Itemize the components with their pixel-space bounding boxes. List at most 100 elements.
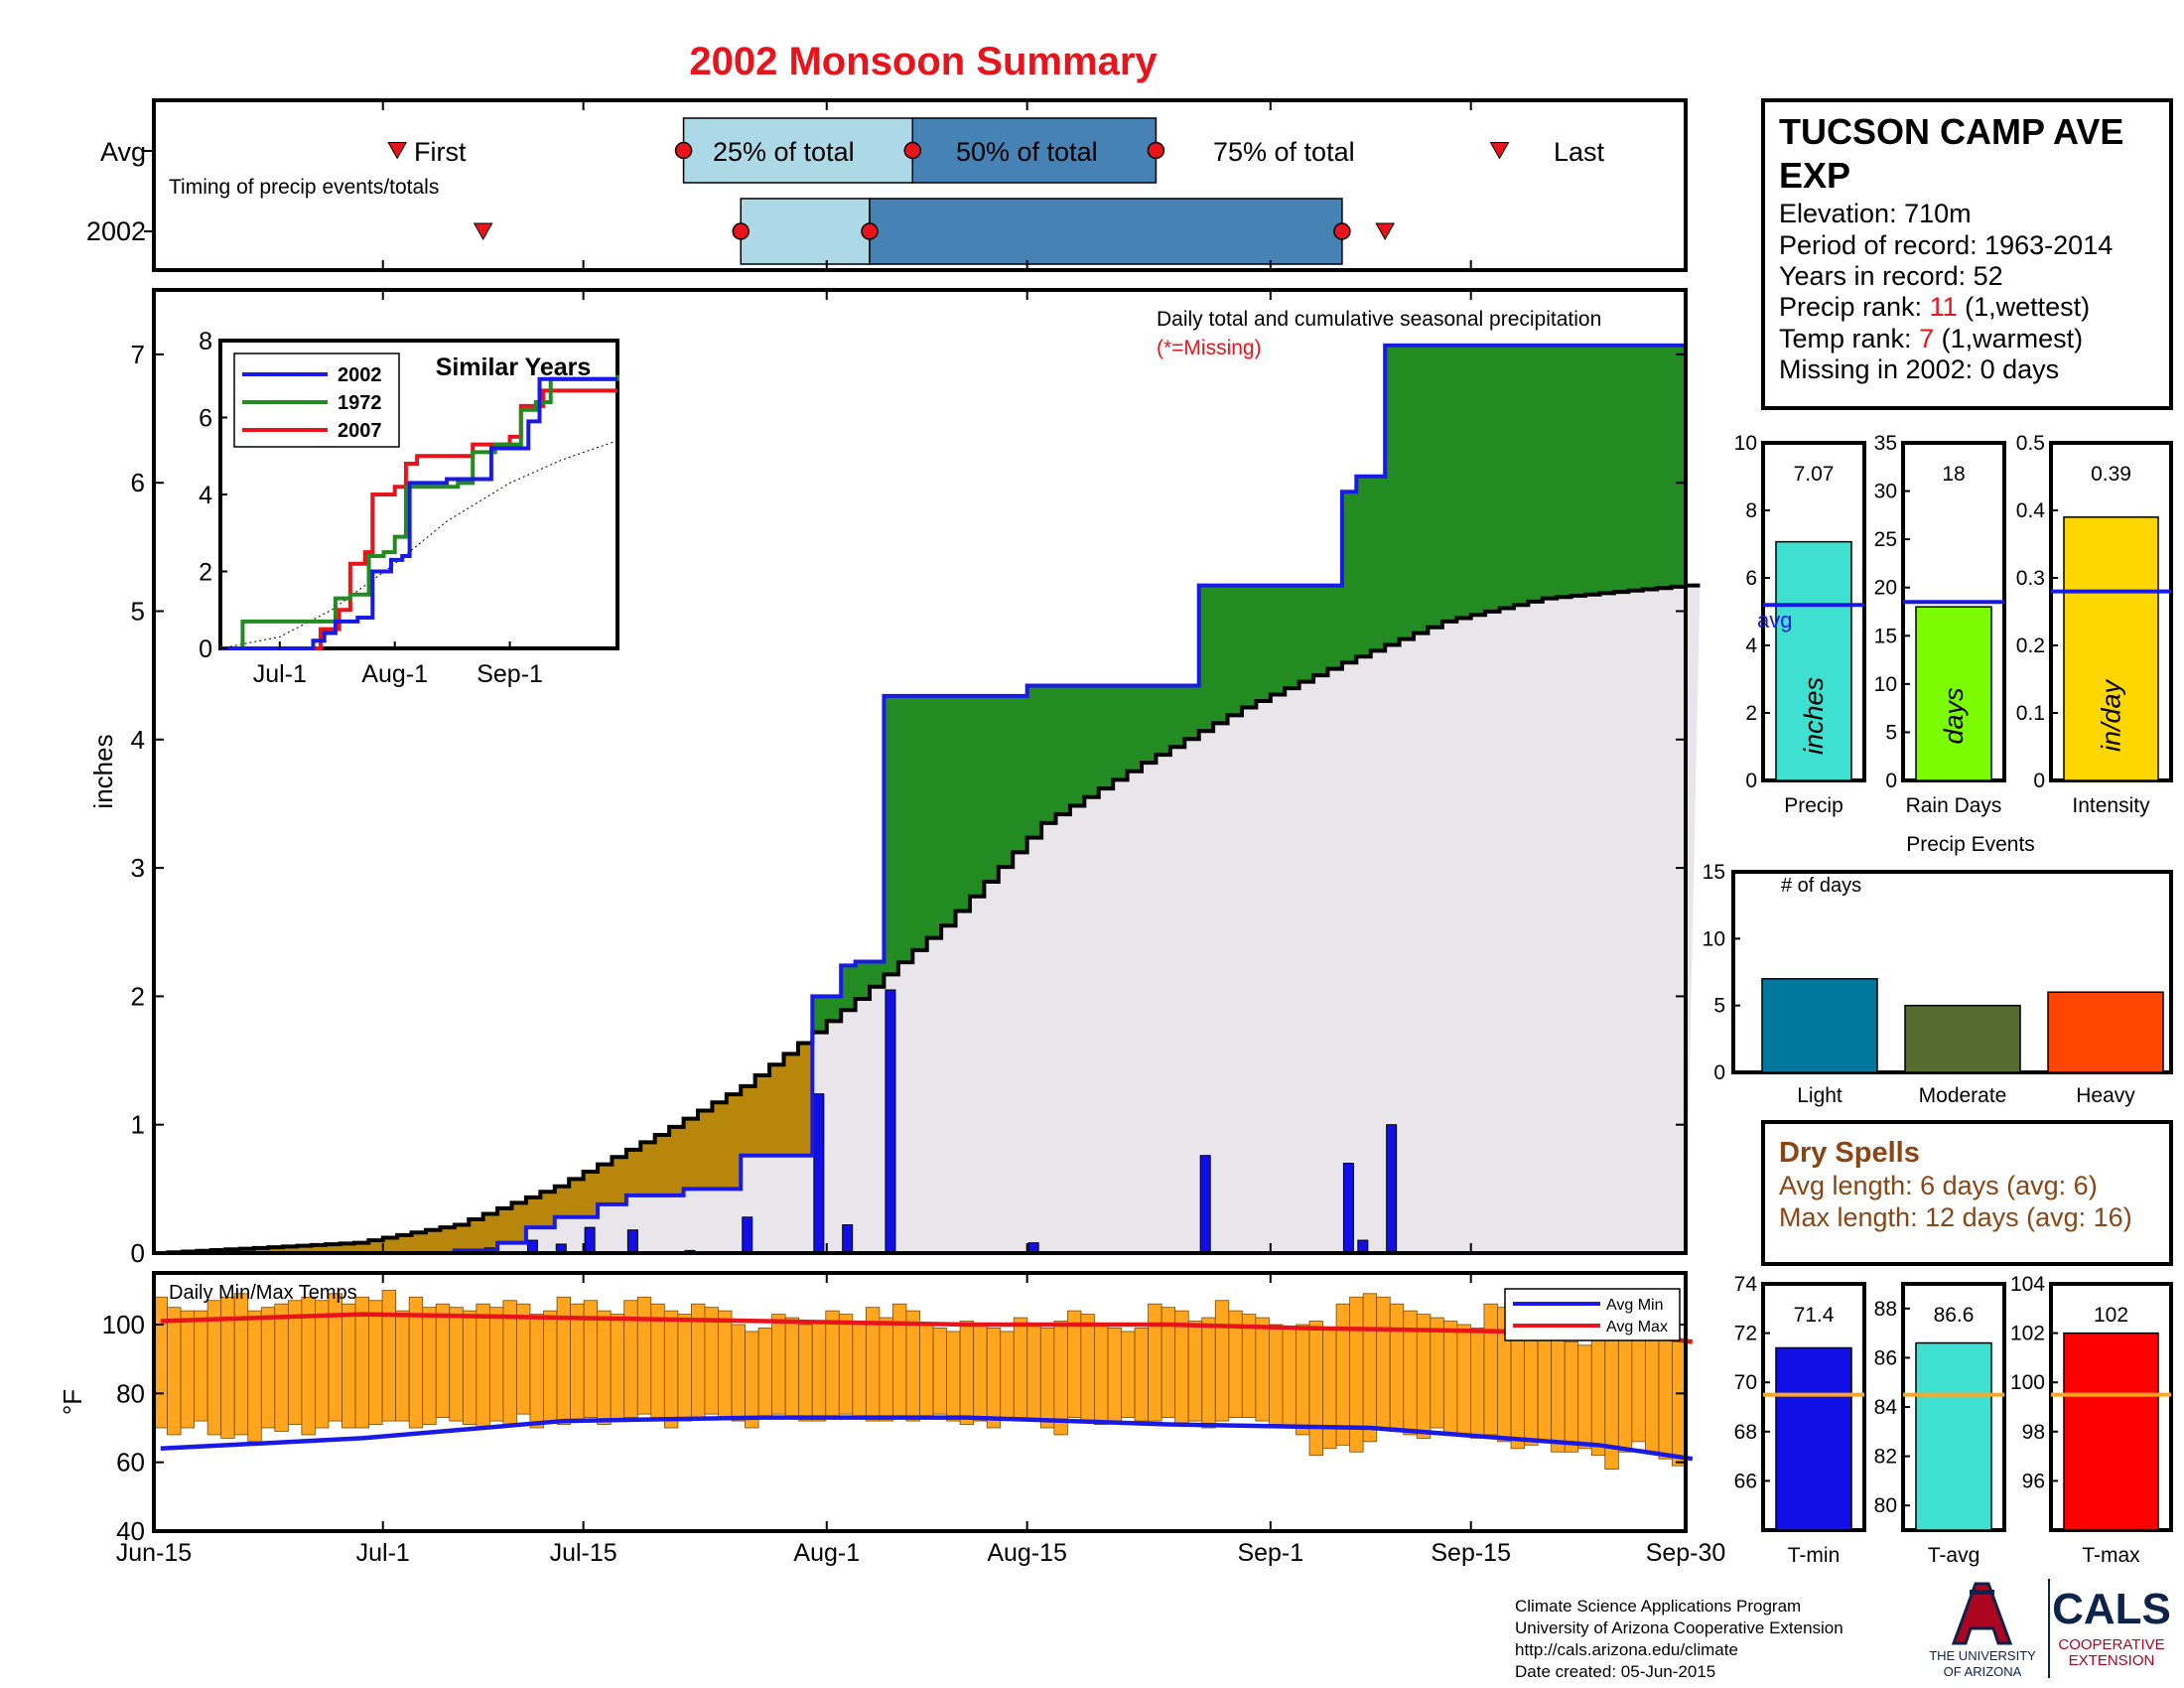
precip-events-chart: Precip Events # of days Light Moderate Hea… (1703, 833, 2173, 1107)
university-of-arizona-logo: THE UNIVERSITY OF ARIZONA (1929, 1582, 2036, 1679)
above-average-fill (1385, 345, 1401, 645)
below-average-fill (625, 1149, 641, 1196)
precip-bar-chart-tick-label: 10 (1734, 432, 1757, 455)
tavg-bar-chart: 80 82 84 86 88 86.6 T-avg (1874, 1282, 2006, 1567)
similar-years-inset: 0 2 4 6 8 Jul-1 Aug-1 Sep-1 Similar Years 2002… (199, 328, 619, 688)
daily-temp-range-bar (1376, 1296, 1391, 1429)
daily-temp-range-bar (1617, 1331, 1633, 1453)
raindays-bar-chart-tick-label: 0 (1885, 770, 1897, 792)
temps-title: Daily Min/Max Temps (169, 1282, 357, 1304)
tmax-bar-chart-tick-label: 98 (2022, 1421, 2045, 1444)
daily-temp-range-bar (986, 1328, 1002, 1429)
inset-y-tick-label: 4 (199, 482, 212, 509)
timing-avg-q75-marker (1147, 141, 1165, 160)
daily-temp-range-bar (315, 1300, 330, 1429)
daily-precip-bar (842, 1224, 854, 1254)
inset-legend-label-1972: 1972 (338, 392, 382, 414)
above-average-fill (1113, 685, 1129, 780)
intensity-bar-chart-value-label: 0.39 (2091, 463, 2131, 486)
daily-precip-bar (813, 1093, 825, 1254)
tmax-bar-chart-category-label: T-max (2082, 1544, 2140, 1567)
footer: Climate Science Applications Program Uni… (1515, 1579, 2171, 1681)
above-average-fill (1671, 345, 1687, 587)
below-average-fill (654, 1135, 670, 1196)
daily-temp-range-bar (1187, 1321, 1203, 1422)
above-average-fill (1341, 492, 1357, 663)
above-average-fill (1513, 345, 1529, 606)
temps-ylabel: °F (58, 1389, 87, 1415)
precip-bar-chart-tick-label: 8 (1745, 499, 1757, 522)
x-tick-label: Sep-30 (1646, 1539, 1726, 1567)
daily-temp-range-bar (462, 1310, 478, 1425)
x-tick-label: Sep-1 (1237, 1539, 1303, 1567)
tavg-bar-chart-value-bar (1915, 1341, 1992, 1531)
tmin-bar-chart-tick-label: 68 (1734, 1421, 1757, 1444)
temp-y-ticks: 40 60 80 100 (102, 1310, 1686, 1546)
tmax-bar-chart-tick-label: 96 (2022, 1470, 2045, 1492)
precip-bar-chart-value-label: 7.07 (1794, 463, 1835, 486)
tavg-bar-chart-tick-label: 82 (1874, 1446, 1897, 1469)
precip-rank-value: 11 (1930, 292, 1958, 322)
inset-series-2002 (220, 376, 617, 650)
below-average-fill (540, 1192, 556, 1228)
timing-q75-label: 75% of total (1213, 137, 1355, 167)
daily-precip-bar (626, 1229, 638, 1254)
daily-temp-range-bar (946, 1331, 961, 1422)
above-average-fill (1414, 345, 1430, 633)
daily-temp-range-bar (1430, 1317, 1444, 1429)
x-tick-label: Sep-15 (1431, 1539, 1511, 1567)
daily-temp-range-bar (1590, 1337, 1606, 1457)
daily-precip-bar (1342, 1162, 1354, 1254)
daily-temp-range-bar (488, 1307, 504, 1422)
legend-avg-min-label: Avg Min (1606, 1297, 1664, 1314)
daily-temp-range-bar (1107, 1328, 1122, 1422)
raindays-bar-chart-tick-label: 30 (1874, 481, 1897, 503)
daily-temp-range-bar (718, 1310, 733, 1418)
daily-temp-range-bar (757, 1328, 773, 1419)
below-average-fill (411, 1232, 427, 1253)
x-tick-label: Aug-15 (987, 1539, 1067, 1567)
above-average-fill (870, 961, 886, 987)
daily-temp-range-bar (1442, 1321, 1458, 1436)
tavg-bar-chart-tick-label: 88 (1874, 1298, 1897, 1321)
inset-x-tick-label: Sep-1 (477, 660, 543, 688)
raindays-bar-chart-value-label: 18 (1942, 463, 1965, 486)
daily-temp-range-bar (1631, 1328, 1646, 1443)
daily-temp-range-bar (435, 1303, 451, 1418)
timing-q25-label: 25% of total (713, 137, 855, 167)
daily-temp-range-bar (1241, 1314, 1257, 1418)
raindays-bar-chart-unit-label: days (1939, 687, 1969, 744)
above-average-fill (1142, 685, 1158, 764)
daily-temp-range-bar (825, 1310, 840, 1418)
tmin-bar-chart-tick-label: 74 (1734, 1273, 1758, 1296)
station-temp-rank: Temp rank: 7 (1,warmest) (1779, 324, 2083, 353)
daily-precip-bar (885, 989, 896, 1254)
daily-temp-range-bar (1470, 1328, 1485, 1439)
below-average-fill (268, 1247, 284, 1253)
daily-temp-range-bar (636, 1296, 652, 1415)
above-average-fill (1585, 345, 1601, 595)
precip-bar-chart-category-label: Precip (1784, 794, 1843, 817)
average-cumulative-line (154, 583, 1701, 1255)
daily-temp-range-bar (771, 1314, 786, 1415)
timing-row-avg-label: Avg (100, 137, 146, 167)
temp-rank-label: Temp rank: (1779, 324, 1919, 353)
below-average-fill (440, 1227, 456, 1253)
above-average-fill (1313, 585, 1329, 676)
intensity-bar-chart: 0 0.1 0.2 0.3 0.4 0.5 0.39 Intensity in/day (2016, 432, 2173, 817)
daily-temp-range-bar (1013, 1317, 1028, 1422)
raindays-bar-chart-category-label: Rain Days (1906, 794, 2002, 817)
below-average-fill (640, 1142, 656, 1196)
above-average-fill (1628, 345, 1644, 591)
raindays-bar-chart-tick-label: 35 (1874, 432, 1897, 455)
event-bar-heavy (2047, 991, 2164, 1073)
temp-y-tick-label: 40 (116, 1516, 145, 1546)
above-average-fill (1084, 685, 1100, 797)
tmax-bar-chart: 96 98 100 102 104 102 T-max (2010, 1273, 2173, 1567)
season-temp-bars: 66 68 70 72 74 71.4 T-min 80 82 84 86 88 86.6 T-avg 96… (1734, 1273, 2173, 1567)
intensity-bar-chart-tick-label: 0.5 (2016, 432, 2045, 455)
daily-temp-range-bar (260, 1307, 276, 1429)
above-average-fill (1441, 345, 1457, 622)
inset-legend-label-2007: 2007 (338, 420, 382, 442)
